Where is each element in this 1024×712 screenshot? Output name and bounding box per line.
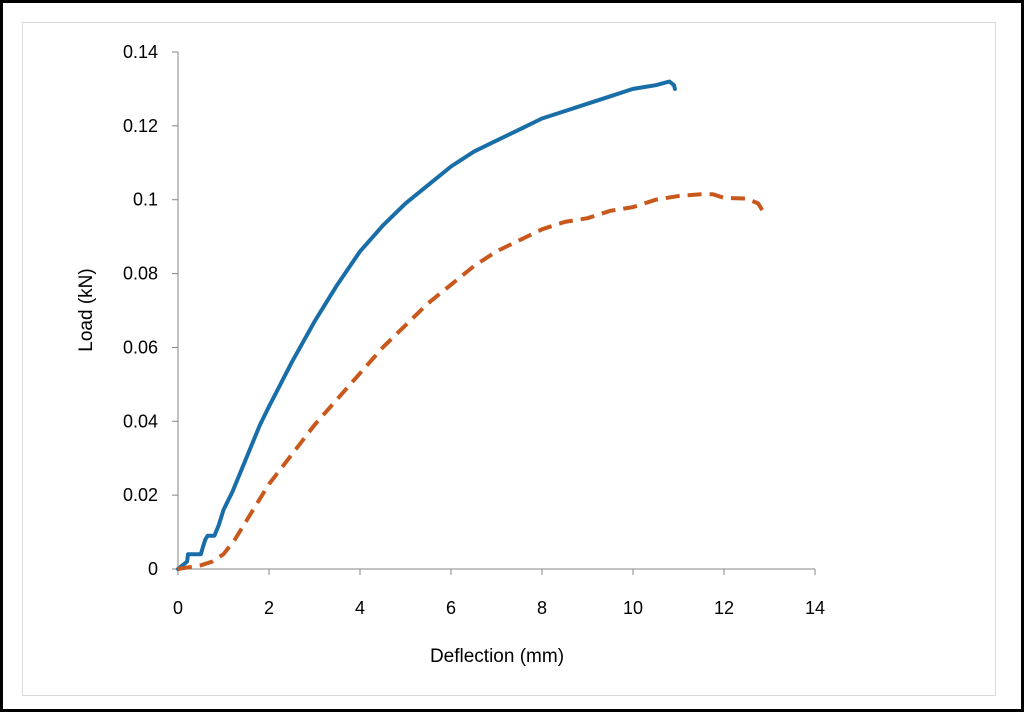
y-tick-label: 0.12: [123, 116, 158, 136]
x-axis-title: Deflection (mm): [430, 646, 564, 667]
x-tick-label: 14: [805, 598, 825, 618]
series-line-2: [177, 192, 767, 571]
y-tick-label: 0.08: [123, 264, 158, 284]
x-tick-label: 4: [355, 598, 365, 618]
y-tick-label: 0: [148, 559, 158, 579]
y-tick-label: 0.02: [123, 485, 158, 505]
y-tick-label: 0.14: [123, 42, 158, 62]
y-axis-ticks: 0 0.02 0.04 0.06 0.08 0.1 0.12 0.14: [123, 42, 178, 579]
y-tick-label: 0.1: [133, 190, 158, 210]
x-tick-label: 10: [623, 598, 643, 618]
x-tick-label: 12: [714, 598, 734, 618]
series-line-1: [176, 79, 677, 571]
series-layer: [176, 79, 767, 571]
x-tick-label: 2: [264, 598, 274, 618]
y-tick-label: 0.06: [123, 337, 158, 357]
x-tick-label: 6: [446, 598, 456, 618]
x-tick-label: 0: [173, 598, 183, 618]
y-tick-label: 0.04: [123, 411, 158, 431]
y-axis-title: Load (kN): [76, 268, 97, 351]
x-axis-ticks: 0 2 4 6 8 10 12 14: [173, 569, 825, 618]
axes: [177, 52, 815, 570]
x-tick-label: 8: [537, 598, 547, 618]
